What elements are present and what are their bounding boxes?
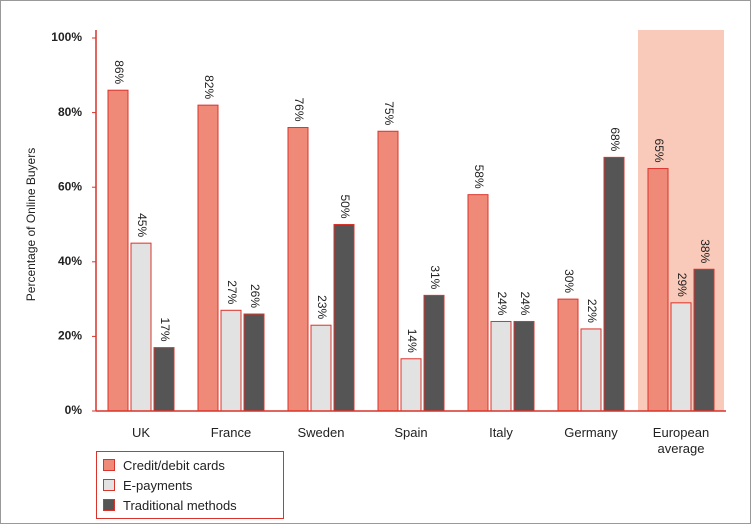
bar <box>400 358 422 412</box>
bar <box>243 313 265 412</box>
value-label: 65% <box>652 139 666 163</box>
bar <box>580 328 602 412</box>
bar <box>557 298 579 412</box>
bar <box>310 324 332 412</box>
bar <box>670 302 692 412</box>
bar <box>647 168 669 412</box>
bar <box>197 104 219 412</box>
bar <box>377 130 399 412</box>
value-label: 75% <box>382 101 396 125</box>
bar <box>603 156 625 412</box>
value-label: 24% <box>495 291 509 315</box>
value-label: 26% <box>248 284 262 308</box>
value-label: 24% <box>518 291 532 315</box>
bar <box>513 320 535 412</box>
legend-item: E-payments <box>103 475 277 495</box>
value-label: 29% <box>675 273 689 297</box>
value-label: 14% <box>405 329 419 353</box>
y-tick-label: 40% <box>58 254 82 268</box>
bar <box>287 127 309 412</box>
legend-swatch <box>103 459 115 471</box>
legend-item: Traditional methods <box>103 495 277 515</box>
value-label: 23% <box>315 295 329 319</box>
y-axis-label: Percentage of Online Buyers <box>24 148 38 301</box>
value-label: 86% <box>112 60 126 84</box>
bar <box>490 320 512 412</box>
value-label: 68% <box>608 127 622 151</box>
value-label: 27% <box>225 280 239 304</box>
value-label: 17% <box>158 318 172 342</box>
legend-label: E-payments <box>123 477 193 493</box>
legend: Credit/debit cards E-payments Traditional … <box>96 451 284 519</box>
legend-item: Credit/debit cards <box>103 455 277 475</box>
y-tick-label: 60% <box>58 179 82 193</box>
bar <box>107 89 129 412</box>
x-tick-label: Italy <box>489 425 513 440</box>
value-label: 22% <box>585 299 599 323</box>
bar <box>130 242 152 412</box>
bar <box>467 194 489 412</box>
y-tick-label: 20% <box>58 329 82 343</box>
value-label: 38% <box>698 239 712 263</box>
x-tick-label: European average <box>652 425 710 456</box>
y-tick-label: 80% <box>58 105 82 119</box>
bar <box>333 224 355 412</box>
x-tick-label: France <box>210 425 252 440</box>
x-tick-label: Germany <box>564 425 618 440</box>
legend-label: Traditional methods <box>123 497 237 513</box>
value-label: 50% <box>338 194 352 218</box>
x-tick-label: Sweden <box>297 425 345 440</box>
bar <box>423 294 445 412</box>
value-label: 30% <box>562 269 576 293</box>
bar <box>693 268 715 412</box>
x-tick-label: Spain <box>394 425 428 440</box>
y-tick-label: 100% <box>51 30 82 44</box>
value-label: 76% <box>292 97 306 121</box>
value-label: 58% <box>472 165 486 189</box>
bar <box>220 309 242 412</box>
y-tick-label: 0% <box>65 403 83 417</box>
bar <box>153 347 175 412</box>
x-tick-label: UK <box>131 425 151 440</box>
legend-label: Credit/debit cards <box>123 457 225 473</box>
value-label: 45% <box>135 213 149 237</box>
value-label: 82% <box>202 75 216 99</box>
value-label: 31% <box>428 265 442 289</box>
legend-swatch <box>103 479 115 491</box>
legend-swatch <box>103 499 115 511</box>
